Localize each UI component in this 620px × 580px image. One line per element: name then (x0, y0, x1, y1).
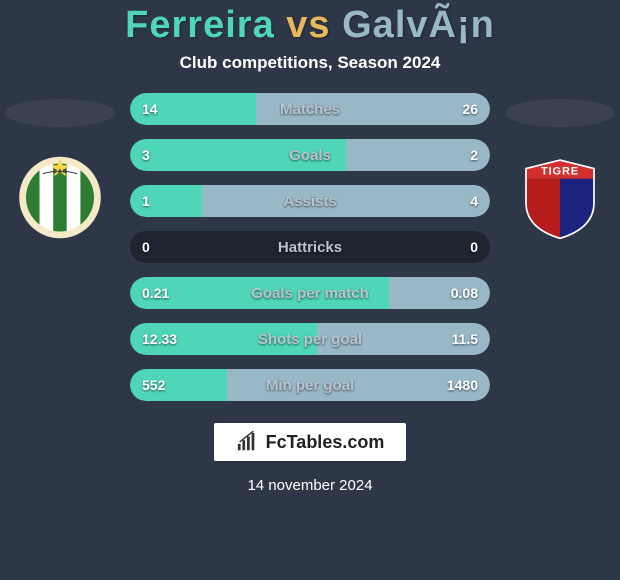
player2-name: GalvÃ¡n (342, 4, 495, 46)
banfield-badge: C A B (10, 155, 110, 240)
right-flag-ellipse (505, 99, 615, 127)
page-title: Ferreira vs GalvÃ¡n (125, 4, 495, 47)
stat-value-right: 1480 (447, 377, 478, 393)
tigre-badge-icon: TIGRE (510, 155, 610, 240)
stat-value-right: 26 (462, 101, 478, 117)
stat-value-left: 0.21 (142, 285, 169, 301)
stat-row: 1 Assists 4 (130, 185, 490, 217)
stat-label: Hattricks (278, 239, 342, 256)
tigre-badge: TIGRE (510, 155, 610, 240)
stat-row: 14 Matches 26 (130, 93, 490, 125)
stat-value-left: 1 (142, 193, 150, 209)
comparison-card: Ferreira vs GalvÃ¡n Club competitions, S… (0, 0, 620, 580)
player1-name: Ferreira (125, 4, 275, 46)
stat-value-left: 0 (142, 239, 150, 255)
stat-value-right: 0.08 (451, 285, 478, 301)
left-side: C A B (0, 93, 120, 240)
svg-text:TIGRE: TIGRE (541, 166, 579, 178)
comparison-body: C A B 14 Matches 26 3 Goals 2 1 Assists 4 0 Hattri… (0, 93, 620, 401)
date-text: 14 november 2024 (247, 477, 372, 494)
stat-row: 552 Min per goal 1480 (130, 369, 490, 401)
stat-label: Matches (280, 101, 340, 118)
stat-bar-left (130, 185, 202, 217)
stat-value-right: 11.5 (452, 331, 478, 347)
stat-label: Min per goal (266, 377, 354, 394)
stat-row: 3 Goals 2 (130, 139, 490, 171)
stat-row: 0.21 Goals per match 0.08 (130, 277, 490, 309)
watermark: FcTables.com (214, 423, 407, 461)
stat-value-right: 4 (470, 193, 478, 209)
stat-value-left: 14 (142, 101, 158, 117)
banfield-badge-icon: C A B (10, 155, 110, 240)
stat-row: 0 Hattricks 0 (130, 231, 490, 263)
left-flag-ellipse (5, 99, 115, 127)
stat-value-left: 3 (142, 147, 150, 163)
svg-text:C A B: C A B (53, 169, 67, 175)
stat-value-left: 12.33 (142, 331, 177, 347)
stat-bar-right (346, 139, 490, 171)
stat-label: Goals per match (251, 285, 369, 302)
stats-list: 14 Matches 26 3 Goals 2 1 Assists 4 0 Hattricks 0 0.… (130, 93, 490, 401)
watermark-text: FcTables.com (266, 432, 385, 453)
stat-value-right: 2 (470, 147, 478, 163)
stat-label: Shots per goal (258, 331, 362, 348)
stat-row: 12.33 Shots per goal 11.5 (130, 323, 490, 355)
stat-label: Assists (283, 193, 336, 210)
subtitle: Club competitions, Season 2024 (180, 53, 441, 73)
chart-icon (236, 431, 258, 453)
stat-label: Goals (289, 147, 331, 164)
stat-value-right: 0 (470, 239, 478, 255)
stat-value-left: 552 (142, 377, 165, 393)
right-side: TIGRE (500, 93, 620, 240)
stat-bar-right (202, 185, 490, 217)
vs-label: vs (286, 4, 330, 46)
